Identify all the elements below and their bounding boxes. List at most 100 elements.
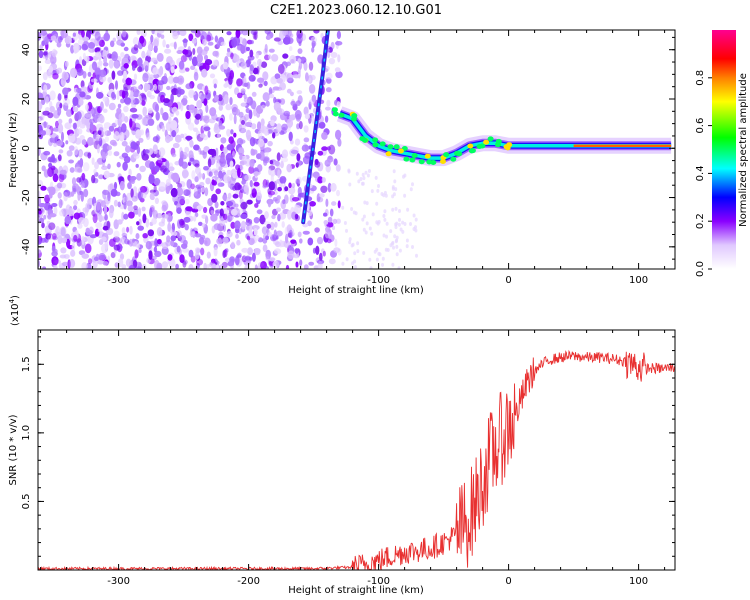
colorbar-axis: 0.0 0.2 0.4 0.6 0.8 [695, 70, 712, 277]
spectrogram-noise-cell [62, 87, 69, 96]
spectrogram-noise-cell [120, 52, 125, 58]
spectrogram-noise-cell [161, 124, 166, 132]
spectrogram-noise-cell [356, 241, 360, 246]
spectrogram-noise-cell [42, 90, 48, 98]
spectrogram-noise-cell [216, 238, 223, 245]
spectrogram-noise-cell [132, 37, 139, 46]
spectrogram-noise-cell [291, 197, 300, 202]
spectrogram-noise-cell [95, 222, 103, 229]
spectrogram-noise-cell [117, 70, 124, 76]
colorbar-tick-label: 0.0 [695, 261, 706, 277]
spectrogram-noise-cell [123, 46, 129, 52]
snr-x-axis: -300 -200 -100 0 100 [40, 330, 666, 587]
spectrogram-noise-cell [170, 120, 178, 130]
spectrogram-noise-cell [213, 155, 221, 160]
spectrogram-noise-cell [188, 33, 194, 42]
spectrogram-noise-cell [141, 100, 146, 106]
spectrogram-noise-cell [391, 207, 395, 212]
spectrogram-noise-cell [128, 264, 135, 269]
spectrogram-noise-cell [371, 212, 375, 217]
spectrogram-noise-cell [50, 35, 57, 41]
spectrogram-noise-cell [210, 210, 215, 215]
spectrogram-noise-cell [51, 256, 59, 266]
spectrogram-noise-cell [403, 222, 407, 226]
spectrogram-noise-cell [81, 30, 85, 38]
spectrogram-noise-cell [148, 148, 154, 155]
spectrogram-noise-cell [58, 118, 63, 125]
spectrogram-noise-cell [137, 207, 142, 217]
spectrogram-noise-cell [185, 110, 191, 120]
spectrogram-noise-cell [296, 33, 303, 44]
spectrogram-noise-cell [248, 237, 255, 246]
spectrogram-noise-cell [290, 239, 297, 244]
spectrogram-noise-cell [107, 77, 112, 83]
spectrogram-noise-cell [169, 59, 176, 70]
spectrogram-noise-cell [272, 86, 280, 91]
spectrogram-noise-cell [269, 160, 274, 165]
spectrogram-noise-cell [237, 92, 243, 99]
spectrogram-noise-cell [204, 187, 209, 197]
spectrogram-noise-cell [221, 261, 228, 268]
spectrogram-noise-cell [336, 101, 341, 108]
spectrogram-noise-cell [398, 217, 401, 222]
spectrogram-noise-cell [414, 217, 418, 222]
spectrogram-noise-cell [180, 102, 184, 112]
spectrogram-noise-cell [267, 190, 276, 196]
spectrogram-noise-cell [261, 104, 266, 110]
spectrogram-noise-cell [202, 38, 207, 46]
spectrogram-noise-cell [82, 207, 89, 213]
spectrogram-noise-cell [330, 52, 338, 58]
spectrogram-noise-cell [265, 249, 272, 260]
spectrogram-noise-cell [84, 119, 89, 125]
spectrogram-noise-cell [43, 202, 52, 211]
spectrogram-noise-cell [234, 255, 240, 266]
spectrogram-noise-cell [227, 261, 234, 267]
spectrogram-noise-cell [164, 48, 172, 54]
spectrogram-noise-cell [103, 204, 108, 215]
spectrogram-noise-cell [412, 213, 416, 218]
spectrogram-noise-cell [123, 213, 129, 220]
spectrogram-noise-cell [307, 220, 312, 227]
spectrogram-noise-cell [185, 206, 193, 212]
spectrogram-noise-cell [328, 258, 336, 265]
spectrogram-noise-cell [353, 265, 357, 269]
snr-y-axis-title: SNR (10 * v/v) [8, 414, 19, 485]
spectrogram-noise-cell [365, 221, 369, 226]
spectrogram-noise-cell [57, 192, 62, 199]
spectrogram-noise-cell [351, 242, 355, 247]
spectrogram-noise-cell [141, 50, 146, 59]
spectrogram-noise-cell [251, 91, 257, 97]
spectrogram-ridge-blob [456, 151, 463, 157]
spectrogram-noise-cell [201, 186, 205, 193]
spectrogram-noise-cell [415, 253, 418, 258]
spectrogram-noise-cell [153, 246, 158, 253]
spectrogram-noise-cell [66, 150, 73, 157]
spectrogram-noise-cell [59, 169, 67, 175]
spectrogram-noise-cell [253, 217, 260, 224]
spectrogram-noise-cell [258, 83, 263, 88]
spectrogram-noise-cell [269, 221, 275, 231]
spectrogram-noise-cell [101, 151, 106, 161]
spectrogram-noise-cell [161, 214, 169, 219]
spectrogram-noise-cell [93, 168, 97, 174]
spectrogram-noise-cell [101, 165, 108, 170]
spectrogram-noise-cell [212, 78, 218, 86]
spectrogram-noise-cell [38, 238, 42, 245]
spectrogram-noise-cell [42, 110, 50, 116]
spectrogram-noise-cell [222, 237, 229, 245]
spectrogram-noise-cell [160, 94, 165, 103]
spectrogram-noise-cell [362, 227, 366, 232]
spectrogram-noise-cell [132, 238, 135, 243]
spectrogram-noise-cell [203, 237, 211, 247]
spectrogram-noise-cell [345, 257, 349, 262]
spectrogram-noise-cell [154, 250, 162, 258]
spectrogram-noise-cell [240, 201, 248, 210]
spectrogram-ridge-blob [372, 137, 379, 143]
spectrogram-noise-cell [89, 234, 97, 239]
spectrogram-noise-cell [61, 71, 67, 81]
spectrogram-noise-cell [177, 183, 183, 189]
spectrogram-noise-cell [72, 122, 77, 130]
spectrogram-noise-cell [348, 237, 352, 242]
spectrogram-noise-cell [206, 264, 210, 269]
spectrogram-noise-cell [147, 118, 155, 126]
